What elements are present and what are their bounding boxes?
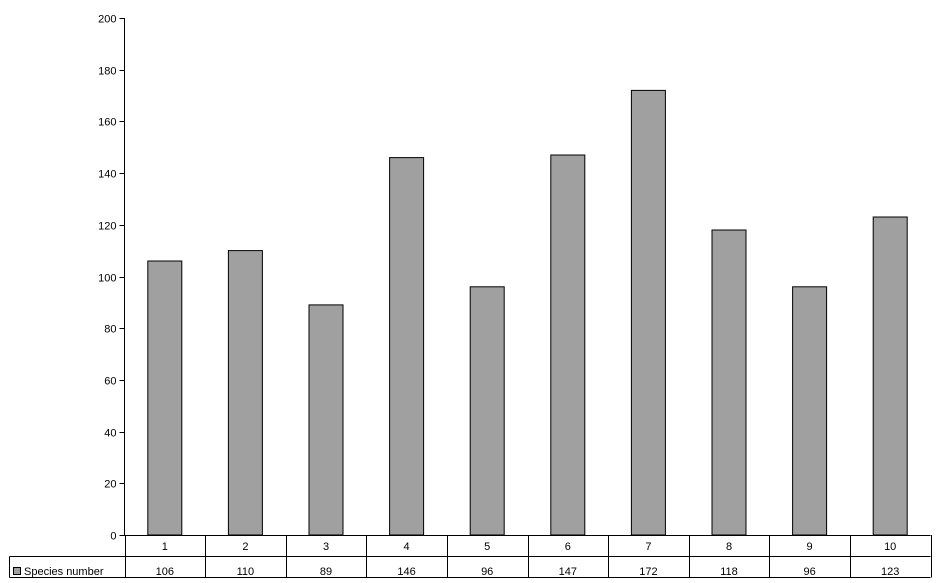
bar-9 (792, 286, 828, 536)
category-label: 3 (323, 541, 329, 553)
bar-10 (872, 216, 908, 536)
legend-key-icon (13, 567, 21, 575)
y-tick-label: 140 (98, 169, 116, 181)
bar-2 (227, 250, 263, 536)
y-tick-label: 160 (98, 117, 116, 129)
bar-6 (550, 154, 586, 536)
bar-8 (711, 229, 747, 536)
category-label: 7 (645, 541, 651, 553)
y-tick-label: 40 (104, 428, 116, 440)
y-tick-label: 0 (110, 531, 116, 543)
category-label: 8 (726, 541, 732, 553)
table-value-cell: 96 (803, 566, 815, 578)
y-tick-label: 100 (98, 273, 116, 285)
category-label: 4 (404, 541, 410, 553)
table-value-cell: 172 (639, 566, 657, 578)
y-tick-label: 60 (104, 376, 116, 388)
category-label: 6 (565, 541, 571, 553)
table-value-cell: 96 (481, 566, 493, 578)
y-tick-label: 200 (98, 14, 116, 26)
bar-1 (147, 260, 183, 536)
bar-7 (630, 89, 666, 536)
bars (147, 89, 908, 536)
category-label: 1 (162, 541, 168, 553)
table-value-cell: 123 (881, 566, 899, 578)
y-tick-label: 20 (104, 479, 116, 491)
category-label: 5 (484, 541, 490, 553)
y-tick-label: 120 (98, 221, 116, 233)
table-value-cell: 118 (720, 566, 738, 578)
y-tick-label: 180 (98, 66, 116, 78)
category-label: 10 (884, 541, 896, 553)
table-value-cell: 146 (397, 566, 415, 578)
table-value-cell: 147 (559, 566, 577, 578)
bar-5 (469, 286, 505, 536)
bar-3 (308, 304, 344, 536)
category-label: 9 (807, 541, 813, 553)
table-value-cell: 106 (156, 566, 174, 578)
y-axis: 0 20 40 60 80 100 120 140 160 180 200 (98, 14, 125, 543)
table-value-cell: 110 (237, 566, 255, 578)
y-tick-label: 80 (104, 324, 116, 336)
category-label: 2 (242, 541, 248, 553)
table-row-label: Species number (24, 566, 104, 578)
bar-4 (389, 157, 425, 536)
table-value-cell: 89 (320, 566, 332, 578)
